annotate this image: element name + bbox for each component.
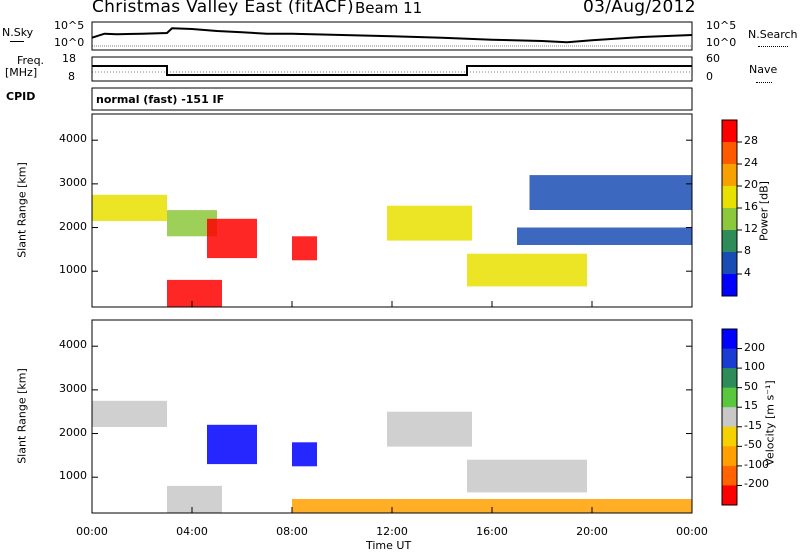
velocity-colorbar-frame [721,328,738,506]
heatmap-region [92,400,167,427]
freq-line [92,65,692,76]
beam-label: Beam 11 [355,0,423,17]
heatmap-region [207,424,257,465]
velocity-colorbar-tick-label: 15 [744,399,758,413]
power-colorbar-tick-label: 28 [744,134,758,147]
heatmap-region [387,205,472,241]
freq-panel-frame [91,56,693,82]
x-tick-label: 00:00 [676,525,708,538]
x-axis-label: Time UT [366,539,412,552]
velocity-colorbar-tick-label: -15 [744,418,762,432]
noise-left-tick-top: 10^5 [54,19,85,32]
freq-right-tick-bottom: 0 [706,70,713,83]
freq-left-tick-bottom: 8 [68,70,75,83]
power-colorbar-tick-label: 24 [744,156,758,169]
noise-search-label: N.Search [748,28,798,41]
noise-sky-legend-line [10,41,24,42]
power-colorbar-tick-label: 16 [744,200,758,213]
power-ylabel: Slant Range [km] [15,162,29,258]
chart-date: 03/Aug/2012 [583,0,696,17]
heatmap-region [292,442,317,467]
velocity-colorbar-tick-label: -50 [744,438,762,452]
freq-left-tick-top: 18 [62,52,76,65]
freq-label-line2: [MHz] [5,66,38,79]
freq-label-line1: Freq. [17,54,45,67]
velocity-colorbar-swatch [722,446,737,467]
cpid-panel-frame [91,87,693,111]
heatmap-region [467,253,587,287]
noise-right-tick-bottom: 10^0 [706,36,737,49]
power-colorbar-swatch [722,274,737,297]
heatmap-region [467,459,587,493]
power-colorbar-tick-label: 8 [744,244,751,257]
velocity-colorbar-tick-label: -100 [744,457,769,471]
axis-ticks [91,139,693,513]
x-tick-label: 12:00 [376,525,408,538]
velocity-colorbar-swatch [722,348,737,369]
velocity-colorbar-swatch [722,465,737,486]
power-colorbar-tick-label: 20 [744,178,758,191]
cpid-mode: normal (fast) -151 IF [96,93,225,106]
velocity-y-tick-label: 1000 [59,469,87,483]
power-heatmap [92,175,692,307]
x-tick-label: 16:00 [476,525,508,538]
velocity-colorbar [721,328,742,506]
x-tick-label: 08:00 [276,525,308,538]
velocity-colorbar-tick-label: 100 [744,360,765,374]
heatmap-region [167,279,222,307]
x-tick-label: 20:00 [576,525,608,538]
velocity-colorbar-swatch [722,387,737,408]
velocity-colorbar-tick-label: -200 [744,477,769,491]
nave-legend-line [756,82,772,83]
velocity-colorbar-tick-label: 200 [744,340,765,354]
noise-search-legend-line [758,46,788,47]
velocity-colorbar-swatch [722,329,737,350]
power-y-tick-label: 2000 [59,219,87,233]
power-y-tick-label: 3000 [59,175,87,189]
power-colorbar-tick-label: 12 [744,222,758,235]
velocity-colorbar-label: Velocity [m s⁻¹] [763,380,777,466]
velocity-y-tick-label: 3000 [59,381,87,395]
velocity-ylabel: Slant Range [km] [15,368,29,464]
velocity-colorbar-swatch [722,407,737,428]
velocity-colorbar-swatch [722,485,737,506]
velocity-colorbar-tick-label: 50 [744,379,758,393]
cpid-label: CPID [6,90,36,103]
heatmap-region [92,194,167,221]
velocity-y-tick-label: 4000 [59,338,87,352]
velocity-y-tick-label: 2000 [59,425,87,439]
x-tick-label: 00:00 [76,525,108,538]
heatmap-region [529,175,692,210]
heatmap-region [517,227,692,245]
power-colorbar [721,119,742,297]
power-colorbar-swatch [722,164,737,187]
power-y-tick-label: 4000 [59,132,87,146]
power-colorbar-swatch [722,230,737,253]
power-colorbar-swatch [722,186,737,209]
heatmap-region [292,236,317,261]
heatmap-region [167,485,222,513]
power-y-tick-label: 1000 [59,263,87,277]
noise-left-tick-bottom: 10^0 [54,36,85,49]
power-colorbar-swatch [722,252,737,275]
nave-label: Nave [749,63,778,76]
velocity-colorbar-swatch [722,368,737,389]
noise-right-tick-top: 10^5 [706,19,737,32]
chart-title: Christmas Valley East (fitACF) [92,0,354,17]
heatmap-region [387,411,472,447]
power-colorbar-label: Power [dB] [757,181,771,241]
freq-right-tick-top: 60 [706,52,720,65]
noise-sky-line [91,27,693,44]
velocity-colorbar-swatch [722,426,737,447]
x-tick-label: 04:00 [176,525,208,538]
heatmap-region [207,218,257,259]
noise-sky-label: N.Sky [2,26,34,39]
power-colorbar-swatch [722,142,737,165]
power-colorbar-swatch [722,120,737,143]
power-colorbar-tick-label: 4 [744,266,751,279]
power-colorbar-swatch [722,208,737,231]
